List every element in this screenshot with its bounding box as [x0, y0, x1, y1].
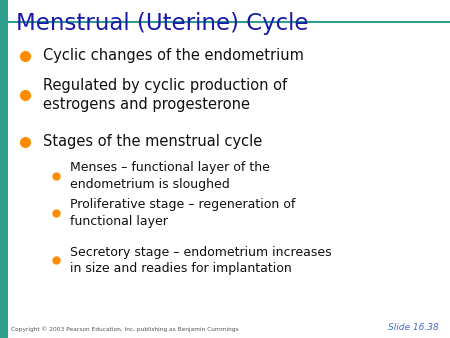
Text: Regulated by cyclic production of
estrogens and progesterone: Regulated by cyclic production of estrog…: [43, 77, 287, 112]
Text: Proliferative stage – regeneration of
functional layer: Proliferative stage – regeneration of fu…: [70, 198, 295, 228]
Text: Menstrual (Uterine) Cycle: Menstrual (Uterine) Cycle: [16, 12, 308, 35]
Bar: [0, 0, 8, 338]
Text: Stages of the menstrual cycle: Stages of the menstrual cycle: [43, 135, 262, 149]
Text: Secretory stage – endometrium increases
in size and readies for implantation: Secretory stage – endometrium increases …: [70, 245, 331, 275]
Text: Cyclic changes of the endometrium: Cyclic changes of the endometrium: [43, 48, 304, 63]
Text: Slide 16.38: Slide 16.38: [388, 323, 439, 332]
Text: Menses – functional layer of the
endometrium is sloughed: Menses – functional layer of the endomet…: [70, 161, 270, 191]
Text: Copyright © 2003 Pearson Education, Inc. publishing as Benjamin Cummings: Copyright © 2003 Pearson Education, Inc.…: [11, 326, 239, 332]
